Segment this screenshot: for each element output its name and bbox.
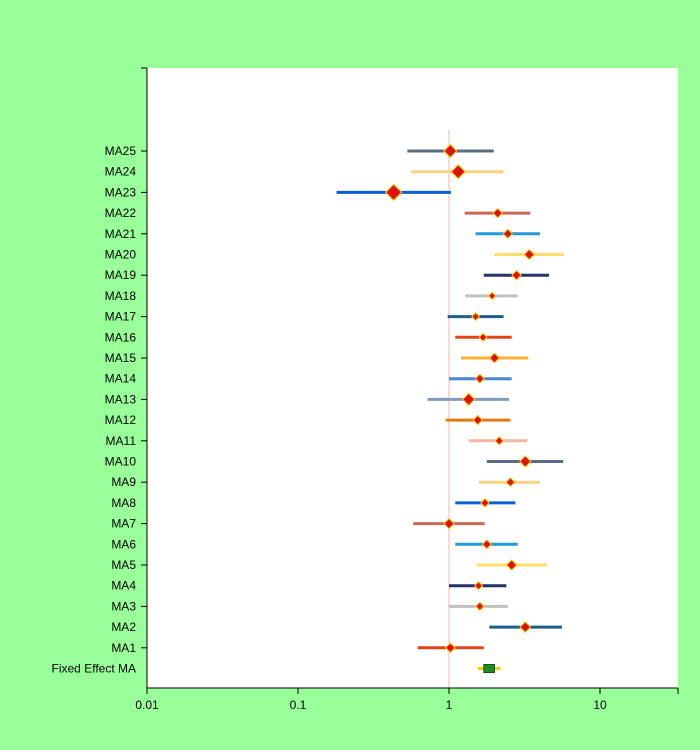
study-label: MA9 (111, 475, 136, 489)
point-estimate-marker (474, 373, 485, 384)
point-estimate-marker (505, 477, 516, 488)
point-estimate-marker (480, 497, 490, 508)
study-label: MA20 (105, 248, 137, 262)
study-label: MA18 (105, 289, 137, 303)
point-estimate-marker (473, 581, 484, 591)
study-label: MA14 (105, 372, 137, 386)
study-label: MA24 (105, 165, 137, 179)
point-estimate-marker (475, 601, 485, 612)
plot-area (147, 68, 678, 688)
study-label: MA1 (111, 641, 136, 655)
point-estimate-marker (443, 517, 455, 530)
study-label: MA21 (105, 227, 137, 241)
study-label: MA5 (111, 558, 136, 572)
point-estimate-marker (481, 539, 492, 550)
study-label: MA11 (106, 434, 137, 448)
study-label: MA15 (105, 351, 137, 365)
study-label: MA13 (105, 392, 137, 406)
point-estimate-marker (443, 143, 458, 159)
study-label: MA4 (111, 579, 136, 593)
study-label: MA25 (105, 144, 137, 158)
x-tick-label: 0.01 (135, 698, 159, 712)
point-estimates-layer (384, 143, 535, 673)
y-axis: MA25 MA24 MA23 MA22 MA21 MA20 MA19 MA18 MA17 MA16… (52, 67, 148, 688)
point-estimate-marker (511, 269, 522, 281)
summary-label: Fixed Effect MA (52, 662, 136, 676)
study-label: MA2 (111, 620, 136, 634)
point-estimate-marker (523, 248, 535, 261)
point-estimate-marker (494, 436, 504, 446)
point-estimate-marker (444, 642, 456, 654)
x-tick-label: 1 (446, 698, 453, 712)
x-axis: 0.01 0.1 1 10 (135, 687, 679, 712)
point-estimate-marker (450, 164, 466, 180)
point-estimate-marker (519, 455, 532, 468)
point-estimate-marker (461, 392, 476, 407)
point-estimate-marker (471, 312, 481, 322)
study-label: MA6 (111, 537, 136, 551)
study-label: MA10 (105, 455, 137, 469)
point-estimate-marker (478, 332, 488, 342)
point-estimate-marker (519, 621, 532, 634)
study-label: MA23 (105, 185, 137, 199)
point-estimate-marker (472, 414, 484, 426)
study-label: MA16 (105, 330, 137, 344)
point-estimate-marker (502, 228, 514, 240)
point-estimate-marker (488, 352, 500, 364)
point-estimate-marker (492, 207, 504, 219)
study-label: MA8 (111, 496, 136, 510)
study-label: MA7 (111, 517, 136, 531)
summary-estimate-box (483, 664, 495, 673)
study-label: MA3 (111, 599, 136, 613)
point-estimate-marker (487, 291, 497, 301)
x-tick-label: 0.1 (290, 698, 307, 712)
study-label: MA22 (105, 206, 137, 220)
study-label: MA17 (105, 310, 137, 324)
point-estimate-marker (505, 559, 518, 571)
x-tick-label: 10 (593, 698, 607, 712)
point-estimate-marker (384, 183, 403, 202)
study-label: MA12 (105, 413, 137, 427)
study-label: MA19 (105, 268, 137, 282)
